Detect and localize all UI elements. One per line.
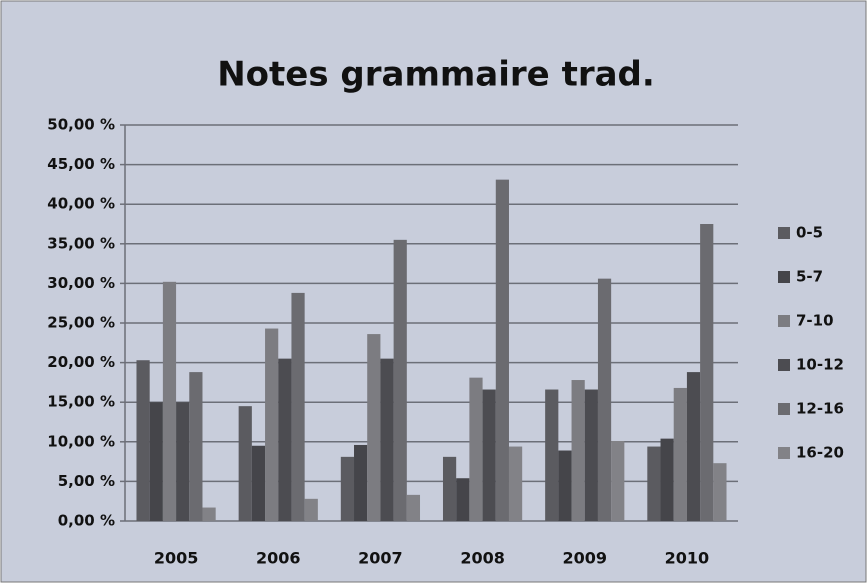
bar — [354, 444, 368, 521]
bar — [713, 463, 727, 521]
bar — [304, 498, 318, 521]
bar — [265, 328, 279, 521]
bar — [149, 402, 163, 521]
x-tick-label: 2007 — [358, 549, 403, 568]
y-tick-label: 30,00 % — [47, 274, 115, 292]
bar — [442, 456, 457, 521]
y-tick-label: 15,00 % — [47, 393, 115, 411]
y-tick-label: 5,00 % — [58, 472, 115, 490]
y-tick-label: 0,00 % — [58, 512, 115, 530]
bar — [238, 406, 252, 521]
legend-label: 0-5 — [796, 224, 823, 242]
legend-swatch — [778, 271, 790, 283]
bar — [508, 446, 523, 521]
bar — [611, 441, 625, 521]
bar — [202, 507, 216, 521]
legend-swatch — [778, 359, 790, 371]
bar — [558, 450, 572, 521]
bar — [136, 360, 150, 521]
x-tick-label: 2010 — [665, 549, 710, 568]
bar — [647, 446, 661, 521]
y-tick-label: 45,00 % — [47, 155, 115, 173]
x-tick-label: 2006 — [256, 549, 301, 568]
bar — [686, 372, 701, 521]
bar — [291, 292, 305, 521]
bar — [176, 402, 190, 521]
y-tick-label: 50,00 % — [47, 116, 115, 134]
legend-label: 5-7 — [796, 268, 823, 286]
legend-label: 12-16 — [796, 400, 844, 418]
bar — [340, 456, 355, 521]
bar — [584, 389, 598, 521]
x-tick-label: 2009 — [562, 549, 607, 568]
bar — [469, 377, 483, 521]
bar — [660, 438, 674, 521]
bar — [189, 372, 203, 521]
bar — [597, 278, 612, 521]
bar — [456, 478, 470, 521]
legend-swatch — [778, 227, 790, 239]
y-tick-label: 20,00 % — [47, 353, 115, 371]
y-tick-label: 35,00 % — [47, 234, 115, 252]
legend-swatch — [778, 315, 790, 327]
bar — [545, 389, 559, 521]
legend-label: 7-10 — [796, 312, 834, 330]
y-tick-label: 25,00 % — [47, 314, 115, 332]
y-tick-label: 40,00 % — [47, 195, 115, 213]
legend-swatch — [778, 403, 790, 415]
bar — [162, 281, 177, 521]
y-tick-label: 10,00 % — [47, 432, 115, 450]
legend-label: 16-20 — [796, 444, 844, 462]
bar — [495, 179, 509, 521]
legend-swatch — [778, 447, 790, 459]
bar — [673, 387, 687, 521]
bar — [367, 334, 381, 521]
bar — [380, 358, 394, 521]
bar — [393, 239, 407, 521]
chart-title: Notes grammaire trad. — [217, 55, 655, 95]
bar — [571, 380, 585, 521]
bar — [482, 389, 496, 521]
bar — [278, 358, 292, 521]
x-tick-label: 2005 — [154, 549, 199, 568]
legend-label: 10-12 — [796, 356, 844, 374]
bar — [406, 494, 421, 521]
x-tick-label: 2008 — [460, 549, 505, 568]
bar — [251, 445, 266, 521]
bar — [700, 224, 714, 521]
